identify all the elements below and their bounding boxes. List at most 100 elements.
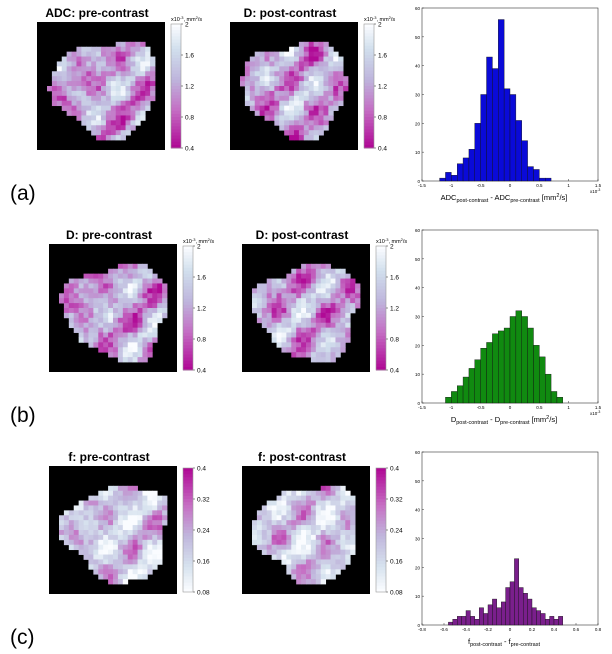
map-pixel (93, 534, 99, 541)
colorbar-unit-label: x10-3, mm2/s (376, 237, 407, 245)
map-pixel (310, 317, 317, 324)
map-pixel (61, 100, 68, 107)
colorbar-unit-label: x10-3, mm2/s (364, 15, 395, 23)
map-pixel (338, 56, 344, 62)
colorbar-step (183, 520, 193, 525)
colorbar-step (364, 45, 374, 50)
map-pixel (88, 298, 94, 304)
map-pixel (254, 110, 261, 116)
map-pixel (291, 525, 297, 531)
map-pixel (132, 539, 138, 546)
map-pixel (122, 332, 129, 338)
map-pixel (73, 520, 80, 526)
x-label-part: 2 (556, 193, 559, 199)
map-pixel (340, 549, 346, 555)
map-pixel (310, 283, 317, 289)
map-pixel (296, 293, 302, 299)
map-pixel (120, 41, 126, 48)
histogram-bar (462, 376, 470, 404)
map-pixel (281, 500, 287, 506)
map-pixel (318, 130, 324, 136)
map-pixel (266, 549, 273, 555)
map-pixel (113, 278, 119, 284)
map-pixel (110, 105, 117, 111)
map-pixel (127, 549, 134, 555)
map-pixel (276, 544, 282, 551)
map-pixel (71, 76, 77, 82)
map-pixel (96, 110, 102, 116)
colorbar-step (376, 502, 386, 506)
map-pixel (88, 510, 94, 516)
map-pixel (93, 332, 99, 338)
map-pixel (330, 539, 336, 546)
map-pixel (294, 95, 300, 102)
map-pixel (117, 347, 124, 353)
map-pixel (345, 283, 351, 289)
map-pixel (91, 120, 97, 126)
map-pixel (276, 525, 282, 531)
map-pixel (271, 327, 277, 333)
map-pixel (310, 352, 317, 358)
map-pixel (73, 534, 80, 541)
map-pixel (132, 549, 138, 555)
map-pixel (88, 515, 94, 521)
map-pixel (266, 317, 273, 324)
map-pixel (157, 544, 163, 551)
map-pixel (345, 337, 351, 343)
map-pixel (108, 342, 114, 348)
map-pixel (325, 273, 331, 279)
x-tick-label: 1 (567, 405, 570, 410)
colorbar-step (183, 526, 193, 531)
map-pixel (130, 66, 136, 72)
map-pixel (135, 100, 141, 107)
colorbar-step (376, 554, 386, 559)
colorbar-step (364, 129, 374, 133)
map-pixel (108, 500, 114, 506)
colorbar-step (376, 295, 386, 300)
map-pixel (313, 130, 319, 136)
map-pixel (142, 322, 148, 329)
map-pixel (284, 90, 290, 97)
map-pixel (152, 293, 158, 299)
map-pixel (323, 46, 329, 53)
colorbar-step (183, 480, 193, 484)
map-pixel (271, 549, 277, 555)
map-pixel (78, 525, 84, 531)
map-pixel (345, 490, 351, 497)
map-pixel (340, 308, 346, 314)
map-pixel (127, 357, 134, 363)
map-pixel (266, 283, 273, 289)
map-title: f: post-contrast (258, 450, 346, 464)
histogram-bar (492, 68, 499, 182)
map-pixel (137, 337, 143, 343)
map-pixel (325, 317, 331, 324)
map-pixel (333, 86, 339, 92)
map-pixel (345, 273, 351, 279)
colorbar-step (376, 326, 386, 331)
map-pixel (162, 495, 168, 501)
map-pixel (120, 115, 126, 121)
map-pixel (91, 90, 97, 97)
map-pixel (296, 317, 302, 324)
map-pixel (318, 120, 324, 126)
map-pixel (152, 505, 158, 511)
colorbar-step (183, 286, 193, 290)
map-pixel (47, 86, 53, 92)
map-pixel (330, 554, 336, 560)
map-pixel (281, 549, 287, 555)
map-pixel (313, 95, 319, 102)
colorbar-step (183, 345, 193, 349)
map-pixel (108, 303, 114, 309)
map-pixel (125, 46, 131, 53)
map-pixel (350, 505, 356, 511)
map-pixel (152, 554, 158, 560)
map-pixel (73, 544, 80, 551)
histogram-bar (556, 397, 563, 404)
map-pixel (51, 81, 58, 87)
y-tick-label: 30 (415, 315, 421, 320)
histogram-bar (515, 120, 522, 182)
map-pixel (83, 327, 89, 333)
map-pixel (289, 105, 295, 111)
map-pixel (291, 534, 297, 541)
